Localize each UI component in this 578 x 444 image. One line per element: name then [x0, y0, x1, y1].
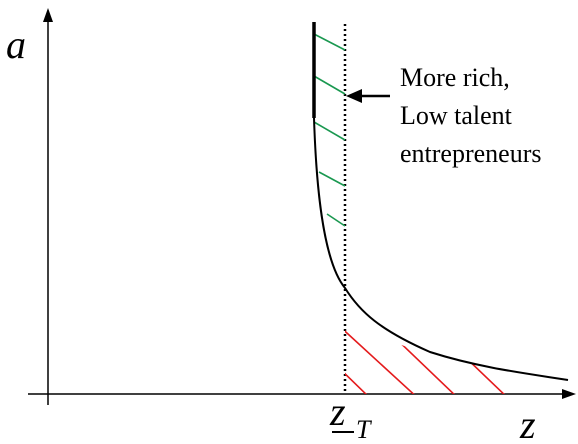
lower-hatch-line	[345, 329, 373, 394]
upper-hatching	[313, 33, 346, 227]
x-axis	[28, 389, 576, 399]
threshold-label: z T	[329, 389, 372, 444]
upper-hatch-line	[313, 33, 346, 51]
upper-hatch-line	[326, 213, 346, 227]
lower-hatch-line	[345, 320, 421, 394]
annotation-arrow	[346, 89, 390, 103]
threshold-label-subscript: T	[356, 415, 372, 444]
upper-hatch-line	[313, 75, 346, 95]
annotation-line-2: Low talent	[400, 101, 513, 130]
x-axis-arrow-icon	[562, 389, 576, 399]
annotation-line-1: More rich,	[400, 63, 510, 92]
annotation-text: More rich, Low talent entrepreneurs	[400, 63, 541, 168]
y-axis-arrow-icon	[43, 8, 53, 22]
threshold-label-base: z	[329, 389, 346, 434]
y-axis-label: a	[6, 22, 26, 67]
boundary-curve	[313, 22, 569, 381]
upper-hatch-line	[313, 121, 346, 141]
lower-hatching	[345, 320, 511, 394]
upper-hatch-line	[318, 171, 346, 187]
x-axis-label: z	[519, 402, 536, 444]
annotation-line-3: entrepreneurs	[400, 139, 541, 168]
y-axis	[43, 8, 53, 405]
annotation-arrow-icon	[346, 89, 362, 103]
